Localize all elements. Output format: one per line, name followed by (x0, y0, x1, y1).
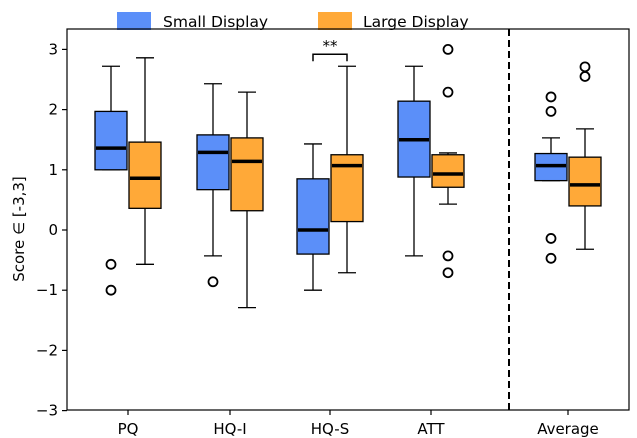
outlier-point (442, 44, 454, 55)
x-tick-label: ATT (417, 420, 445, 438)
y-tick-label: 1 (48, 161, 58, 179)
x-tick-label: HQ-I (213, 420, 246, 438)
legend-swatch-large-display (318, 12, 352, 30)
x-tick-label: HQ-S (311, 420, 349, 438)
significance-label: ** (323, 37, 339, 55)
y-tick-label: 3 (48, 40, 58, 58)
x-tick-label: Average (537, 420, 599, 438)
outlier-point (545, 91, 557, 103)
x-tick-label: PQ (118, 420, 139, 438)
legend-label-large-display: Large Display (363, 13, 469, 31)
y-tick-label: −3 (36, 402, 58, 420)
outlier-point (579, 61, 591, 73)
outlier-point (442, 267, 454, 279)
y-tick-label: −1 (36, 281, 58, 299)
significance-bracket (312, 53, 348, 62)
outlier-point (105, 258, 117, 270)
legend: Small Display Large Display (117, 12, 469, 31)
outlier-point (579, 71, 591, 82)
plot-frame (66, 28, 630, 411)
plot-area: −3 −2 −1 0 1 2 3 PQ HQ-I HQ-S ATT Average ** (36, 28, 630, 438)
legend-swatch-small-display (117, 12, 151, 30)
box (230, 137, 264, 212)
box (568, 156, 602, 207)
box (296, 178, 330, 255)
outlier-point (545, 106, 557, 117)
box (431, 154, 465, 188)
box (128, 141, 162, 209)
box (94, 110, 128, 171)
outlier-point (545, 233, 557, 244)
outlier-point (207, 276, 219, 288)
y-tick-label: −2 (36, 341, 58, 359)
outlier-point (442, 86, 454, 98)
outlier-point (105, 284, 117, 296)
outlier-point (442, 250, 454, 262)
box (196, 134, 230, 191)
y-axis-label: Score ∈ [-3,3] (10, 176, 28, 282)
y-tick-label: 2 (48, 101, 58, 119)
y-tick-label: 0 (48, 221, 58, 239)
outlier-point (545, 252, 557, 264)
legend-label-small-display: Small Display (163, 13, 268, 31)
